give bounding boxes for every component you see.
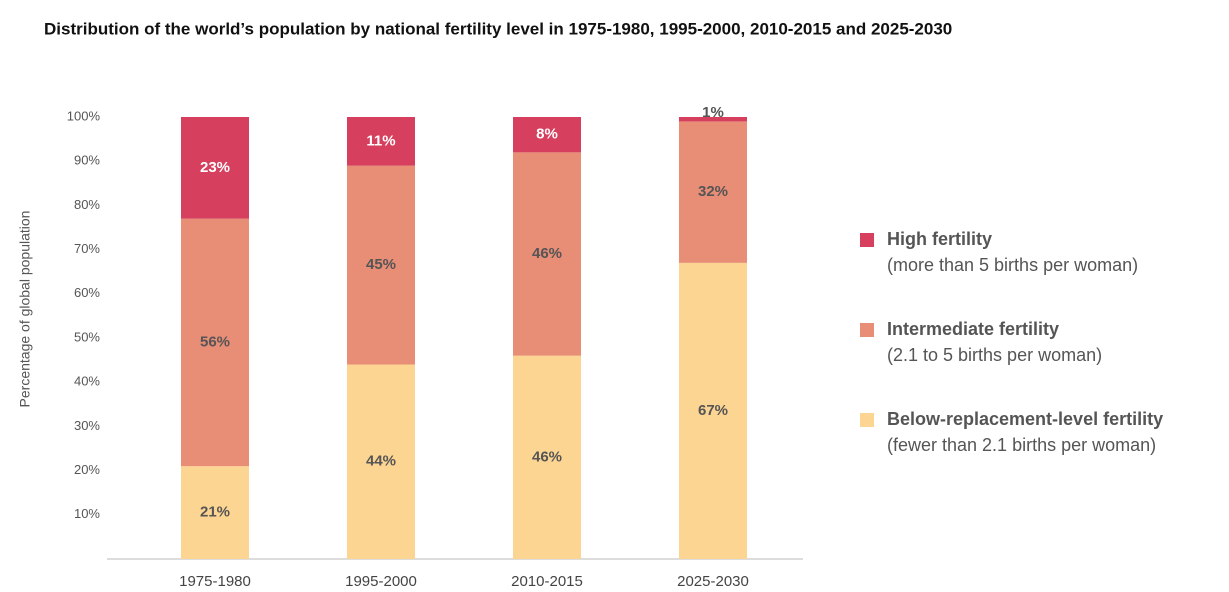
bar-segment bbox=[679, 117, 747, 122]
bar-segment bbox=[347, 117, 415, 166]
data-label: 11% bbox=[366, 132, 395, 149]
data-label: 32% bbox=[698, 183, 728, 200]
x-tick-label: 1995-2000 bbox=[345, 573, 417, 590]
bar-segment bbox=[181, 218, 249, 467]
y-tick-label: 80% bbox=[74, 197, 100, 212]
legend-label: Intermediate fertility bbox=[887, 319, 1059, 339]
data-label: 44% bbox=[366, 453, 396, 470]
y-tick-label: 60% bbox=[74, 285, 100, 300]
legend-description: (2.1 to 5 births per woman) bbox=[887, 345, 1102, 365]
bar-segment bbox=[679, 262, 747, 559]
y-tick-label: 90% bbox=[74, 153, 100, 168]
bar-segment bbox=[679, 121, 747, 263]
y-axis-label: Percentage of global population bbox=[17, 211, 33, 408]
data-label: 21% bbox=[200, 504, 230, 521]
legend-swatch bbox=[860, 323, 874, 337]
legend-description: (more than 5 births per woman) bbox=[887, 255, 1138, 275]
legend-label: Below-replacement-level fertility bbox=[887, 409, 1163, 429]
bar-segment bbox=[181, 117, 249, 219]
chart-title: Distribution of the world’s population b… bbox=[44, 19, 952, 38]
bar-segment bbox=[513, 152, 581, 356]
x-tick-label: 1975-1980 bbox=[179, 573, 251, 590]
bar-segment bbox=[347, 364, 415, 559]
data-label: 46% bbox=[532, 245, 562, 262]
data-label: 8% bbox=[536, 126, 558, 143]
bar-segment bbox=[513, 355, 581, 559]
y-tick-label: 10% bbox=[74, 506, 100, 521]
data-label: 67% bbox=[698, 402, 728, 419]
bar-segment bbox=[513, 117, 581, 153]
y-tick-label: 70% bbox=[74, 241, 100, 256]
bar-segment bbox=[181, 466, 249, 559]
data-label: 56% bbox=[200, 333, 230, 350]
data-label: 45% bbox=[366, 256, 396, 273]
y-tick-label: 40% bbox=[74, 374, 100, 389]
data-label: 23% bbox=[200, 159, 230, 176]
y-tick-label: 50% bbox=[74, 329, 100, 344]
legend-swatch bbox=[860, 233, 874, 247]
data-label: 1% bbox=[702, 104, 724, 121]
bar-segment bbox=[347, 165, 415, 365]
x-tick-label: 2010-2015 bbox=[511, 573, 583, 590]
legend-swatch bbox=[860, 413, 874, 427]
y-tick-label: 100% bbox=[67, 108, 101, 123]
legend-label: High fertility bbox=[887, 229, 992, 249]
data-label: 46% bbox=[532, 448, 562, 465]
legend-description: (fewer than 2.1 births per woman) bbox=[887, 435, 1156, 455]
y-tick-label: 30% bbox=[74, 418, 100, 433]
x-tick-label: 2025-2030 bbox=[677, 573, 749, 590]
y-tick-label: 20% bbox=[74, 462, 100, 477]
